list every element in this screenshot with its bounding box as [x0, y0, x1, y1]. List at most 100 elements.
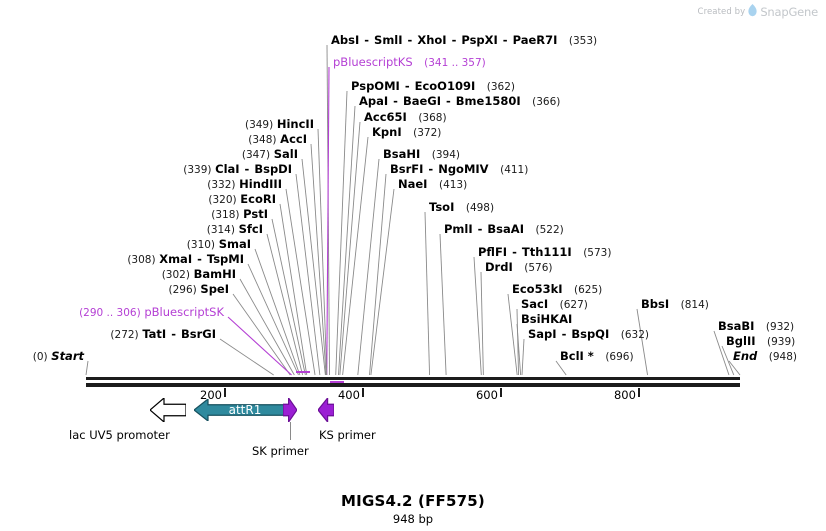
site-position-smai: (310): [186, 239, 216, 251]
leader-line-apai-baegi-bme1580i: [338, 105, 356, 376]
feature-label-ks-primer[interactable]: KS primer: [319, 428, 376, 442]
leader-line-tsoi: [424, 211, 431, 376]
site-label-bsrfi-ngomiv[interactable]: BsrFI - NgoMIV (411): [390, 163, 528, 176]
leader-line-end: [728, 360, 741, 376]
site-position-tati-bsrgi: (272): [110, 329, 139, 341]
page-title: MIGS4.2 (FF575): [341, 492, 485, 510]
site-position-bglii: (939): [767, 336, 796, 348]
site-label-pmli-bsaai[interactable]: PmlI - BsaAI (522): [444, 223, 564, 236]
site-label-sfci[interactable]: (314) SfcI: [0, 223, 263, 236]
site-label-ecori[interactable]: (320) EcoRI: [0, 193, 276, 206]
feature-lac-uv5-promoter[interactable]: [150, 398, 186, 422]
leader-line-sfci: [266, 233, 304, 376]
leader-line-pbluescriptks: [326, 66, 330, 376]
leader-line-hincii: [317, 128, 328, 376]
enzyme-name-spei-0: SpeI: [200, 282, 229, 296]
site-position-ecori: (320): [208, 194, 237, 206]
enzyme-name-pbluescriptsk-0: pBluescriptSK: [144, 305, 224, 319]
enzyme-name-sfci-0: SfcI: [238, 222, 263, 236]
map-length: 948 bp: [392, 512, 434, 526]
leader-line-bsahi: [357, 158, 380, 376]
site-position-abs-smli-xhoi-pspxi-paer7i: (353): [568, 35, 598, 47]
site-position-bbsi: (814): [680, 299, 709, 311]
site-label-hincii[interactable]: (349) HincII: [0, 118, 314, 131]
enzyme-name-start-0: Start: [51, 349, 84, 363]
feature-ks-primer[interactable]: [318, 398, 334, 422]
site-names-bsrfi-ngomiv: BsrFI - NgoMIV: [390, 162, 489, 176]
feature-label-lac-uv5-promoter[interactable]: lac UV5 promoter: [69, 428, 170, 442]
site-position-bsabi: (932): [765, 321, 795, 333]
leader-line-xmai-tspmi: [247, 263, 299, 376]
enzyme-name-bcli-0: BclI *: [560, 349, 594, 363]
enzyme-name-pflfi-tth111i-0: PflFI: [478, 245, 508, 259]
feature-attr1[interactable]: attR1: [194, 399, 286, 421]
feature-sk-primer[interactable]: [283, 398, 297, 422]
site-label-pbluescriptks[interactable]: pBluescriptKS (341 .. 357): [333, 56, 486, 69]
site-label-smai[interactable]: (310) SmaI: [0, 238, 251, 251]
site-label-abs-smli-xhoi-pspxi-paer7i[interactable]: AbsI - SmlI - XhoI - PspXI - PaeR7I (353…: [331, 34, 597, 47]
site-names-naei: NaeI: [398, 177, 427, 191]
enzyme-name-clai-bspdi-1: BspDI: [254, 162, 292, 176]
site-label-pflfi-tth111i[interactable]: PflFI - Tth111I (573): [478, 246, 611, 259]
site-label-acc65i[interactable]: Acc65I (368): [364, 111, 447, 124]
ruler-tick-label-200: 200: [200, 388, 222, 402]
site-label-tati-bsrgi[interactable]: (272) TatI - BsrGI: [0, 328, 216, 341]
site-names-ecori: EcoRI: [240, 192, 276, 206]
site-position-acci: (348): [248, 134, 277, 146]
enzyme-name-smai-0: SmaI: [218, 237, 251, 251]
name-separator: -: [442, 94, 455, 108]
leader-line-sali: [301, 158, 326, 376]
site-label-sapi-bspqi[interactable]: SapI - BspQI (632): [528, 328, 649, 341]
site-position-end: (948): [768, 351, 798, 363]
enzyme-name-drdi-0: DrdI: [485, 260, 513, 274]
site-label-bsihkai[interactable]: BsiHKAI: [521, 313, 572, 325]
site-label-eco53ki[interactable]: Eco53kI (625): [512, 283, 602, 296]
site-label-tsoi[interactable]: TsoI (498): [429, 201, 494, 214]
site-label-kpni[interactable]: KpnI (372): [372, 126, 441, 139]
site-label-bamhi[interactable]: (302) BamHI: [0, 268, 236, 281]
site-label-pbluescriptsk[interactable]: (290 .. 306) pBluescriptSK: [0, 306, 224, 319]
site-label-drdi[interactable]: DrdI (576): [485, 261, 552, 274]
enzyme-name-eco53ki-0: Eco53kI: [512, 282, 563, 296]
site-position-pmli-bsaai: (522): [535, 224, 564, 236]
enzyme-name-pspomi-ecoo109i-0: PspOMI: [351, 79, 400, 93]
site-label-psti[interactable]: (318) PstI: [0, 208, 268, 221]
site-label-naei[interactable]: NaeI (413): [398, 178, 467, 191]
leader-line-kpni: [342, 136, 369, 376]
name-separator: -: [167, 327, 180, 341]
site-label-xmai-tspmi[interactable]: (308) XmaI - TspMI: [0, 253, 244, 266]
site-label-clai-bspdi[interactable]: (339) ClaI - BspDI: [0, 163, 292, 176]
site-label-bsahi[interactable]: BsaHI (394): [383, 148, 460, 161]
site-label-apai-baegi-bme1580i[interactable]: ApaI - BaeGI - Bme1580I (366): [359, 95, 560, 108]
leader-line-hindiii: [285, 188, 316, 376]
site-names-drdi: DrdI: [485, 260, 513, 274]
site-names-kpni: KpnI: [372, 125, 402, 139]
site-label-spei[interactable]: (296) SpeI: [0, 283, 229, 296]
site-label-bcli[interactable]: BclI * (696): [560, 350, 634, 363]
site-label-end[interactable]: End (948): [733, 350, 797, 363]
name-separator: -: [240, 162, 254, 176]
created-by-text: Created by: [697, 7, 746, 17]
site-names-pbluescriptks: pBluescriptKS: [333, 55, 413, 69]
site-label-sali[interactable]: (347) SalI: [0, 148, 298, 161]
site-label-hindiii[interactable]: (332) HindIII: [0, 178, 282, 191]
site-label-pspomi-ecoo109i[interactable]: PspOMI - EcoO109I (362): [351, 80, 515, 93]
site-label-bbsi[interactable]: BbsI (814): [641, 298, 709, 311]
site-label-bsabi[interactable]: BsaBI (932): [718, 320, 794, 333]
feature-label-sk-primer[interactable]: SK primer: [252, 444, 309, 458]
feature-arrow-attr1: [194, 399, 286, 421]
site-names-pflfi-tth111i: PflFI - Tth111I: [478, 245, 572, 259]
site-names-psti: PstI: [243, 207, 268, 221]
site-names-smai: SmaI: [219, 237, 251, 251]
enzyme-name-tsoi-0: TsoI: [429, 200, 455, 214]
site-label-start[interactable]: (0) Start: [0, 350, 84, 363]
site-names-spei: SpeI: [200, 282, 229, 296]
enzyme-name-hindiii-0: HindIII: [239, 177, 282, 191]
enzyme-name-abs-smli-xhoi-pspxi-paer7i-0: AbsI: [331, 33, 360, 47]
site-label-acci[interactable]: (348) AccI: [0, 133, 307, 146]
site-names-bbsi: BbsI: [641, 297, 669, 311]
site-label-bglii[interactable]: BglII (939): [726, 335, 795, 348]
site-names-sali: SalI: [274, 147, 298, 161]
site-label-saci[interactable]: SacI (627): [521, 298, 588, 311]
